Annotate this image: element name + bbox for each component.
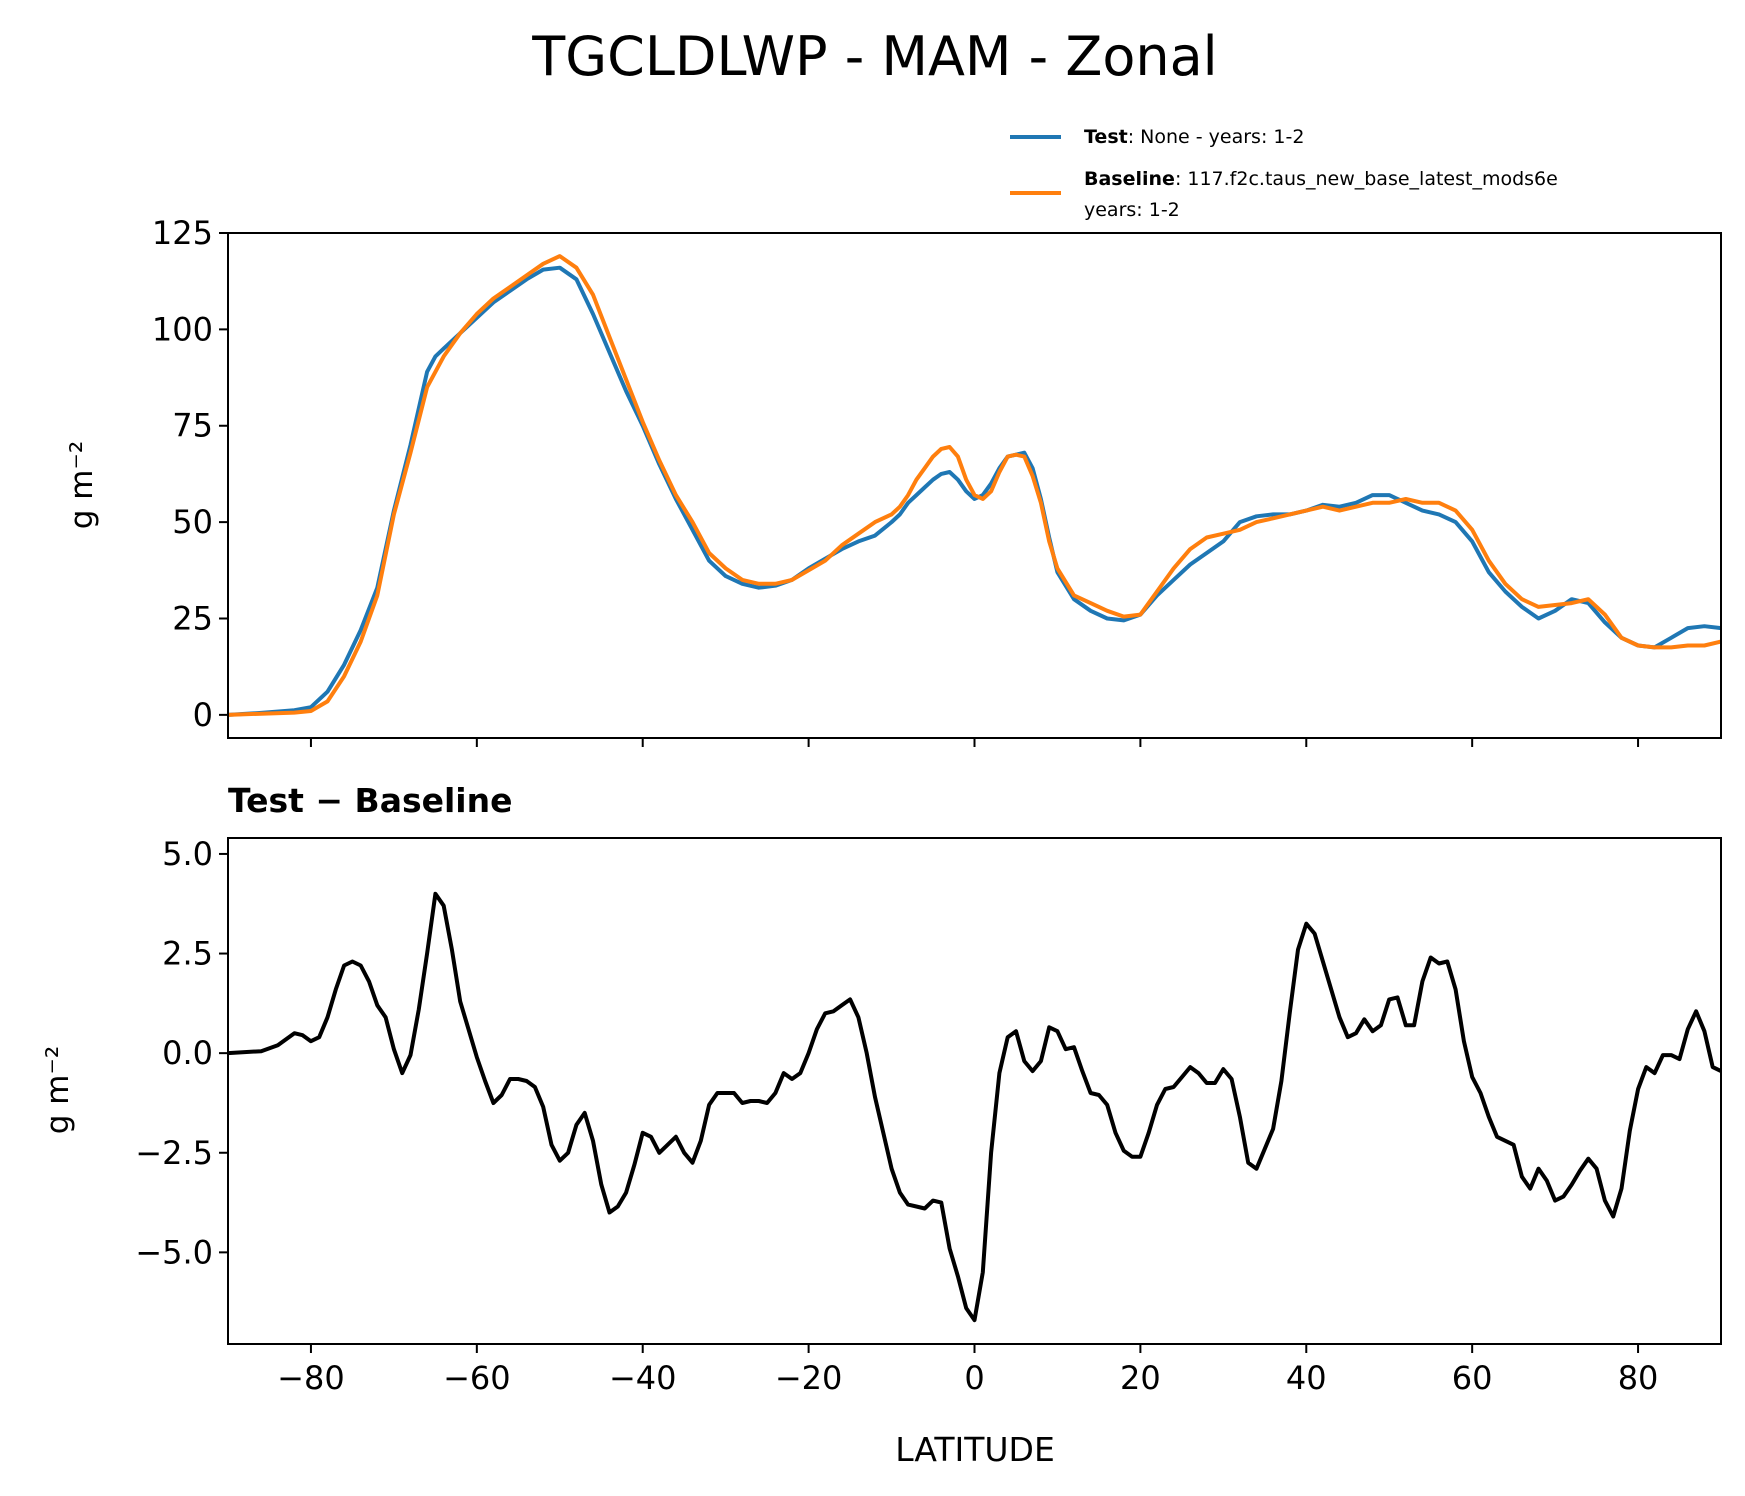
zonal-mean-panel: 0 25 50 75 100 125 g m⁻² [64,214,1722,747]
x-tick-label: −20 [775,1359,843,1397]
bottom-y-tick-label: 2.5 [162,935,213,973]
legend-test-text: : None - years: 1-2 [1128,126,1305,148]
bottom-y-tick-label: 5.0 [162,835,213,873]
x-tick-label: 60 [1452,1359,1493,1397]
series-line-baseline [227,254,1722,717]
series-line-test-baseline [227,891,1722,1323]
x-tick-label: 20 [1120,1359,1161,1397]
top-y-tick-label: 75 [172,407,213,445]
top-y-tick-label: 50 [172,503,213,541]
bottom-y-tick-label: 0.0 [162,1034,213,1072]
x-tick-label: 0 [964,1359,984,1397]
bottom-axis-ticks: −80 −60 −40 −20 0 20 40 60 80 5.0 2.5 0.0 −2.5 −5.0 [135,835,1658,1397]
top-series-lines [227,254,1722,717]
difference-panel: Test − Baseline −80 −60 −40 −20 0 20 40 60 80 5.0… [40,781,1722,1469]
bottom-y-tick-label: −2.5 [135,1134,213,1172]
legend-baseline-text2: years: 1-2 [1084,199,1180,221]
x-tick-label: −60 [443,1359,511,1397]
bottom-series-lines [227,891,1722,1323]
figure-title: TGCLDLWP - MAM - Zonal [531,25,1217,88]
top-y-tick-label: 125 [152,214,213,252]
top-axis-ticks: 0 25 50 75 100 125 [152,214,1640,747]
x-axis-label: LATITUDE [895,1430,1055,1469]
top-y-axis-label: g m⁻² [64,441,100,530]
x-tick-label: 40 [1286,1359,1327,1397]
top-axes-frame [227,232,1722,739]
legend-test-label: Test [1084,126,1128,148]
legend-test-entry: Test: None - years: 1-2 [1084,126,1304,148]
legend-baseline-entry: Baseline: 117.f2c.taus_new_base_latest_m… [1084,168,1558,190]
top-y-tick-label: 25 [172,599,213,637]
bottom-y-axis-label: g m⁻² [40,1046,76,1135]
x-tick-label: −80 [277,1359,345,1397]
top-y-tick-label: 100 [152,310,213,348]
x-tick-label: −40 [609,1359,677,1397]
bottom-y-tick-label: −5.0 [135,1233,213,1271]
legend-baseline-text: : 117.f2c.taus_new_base_latest_mods6e [1175,168,1558,190]
legend-baseline-label: Baseline [1084,168,1175,190]
bottom-axes-frame [227,837,1722,1345]
difference-title: Test − Baseline [228,781,513,820]
x-tick-label: 80 [1618,1359,1659,1397]
legend: Test: None - years: 1-2 Baseline: 117.f2… [1010,126,1558,221]
top-y-tick-label: 0 [193,696,213,734]
